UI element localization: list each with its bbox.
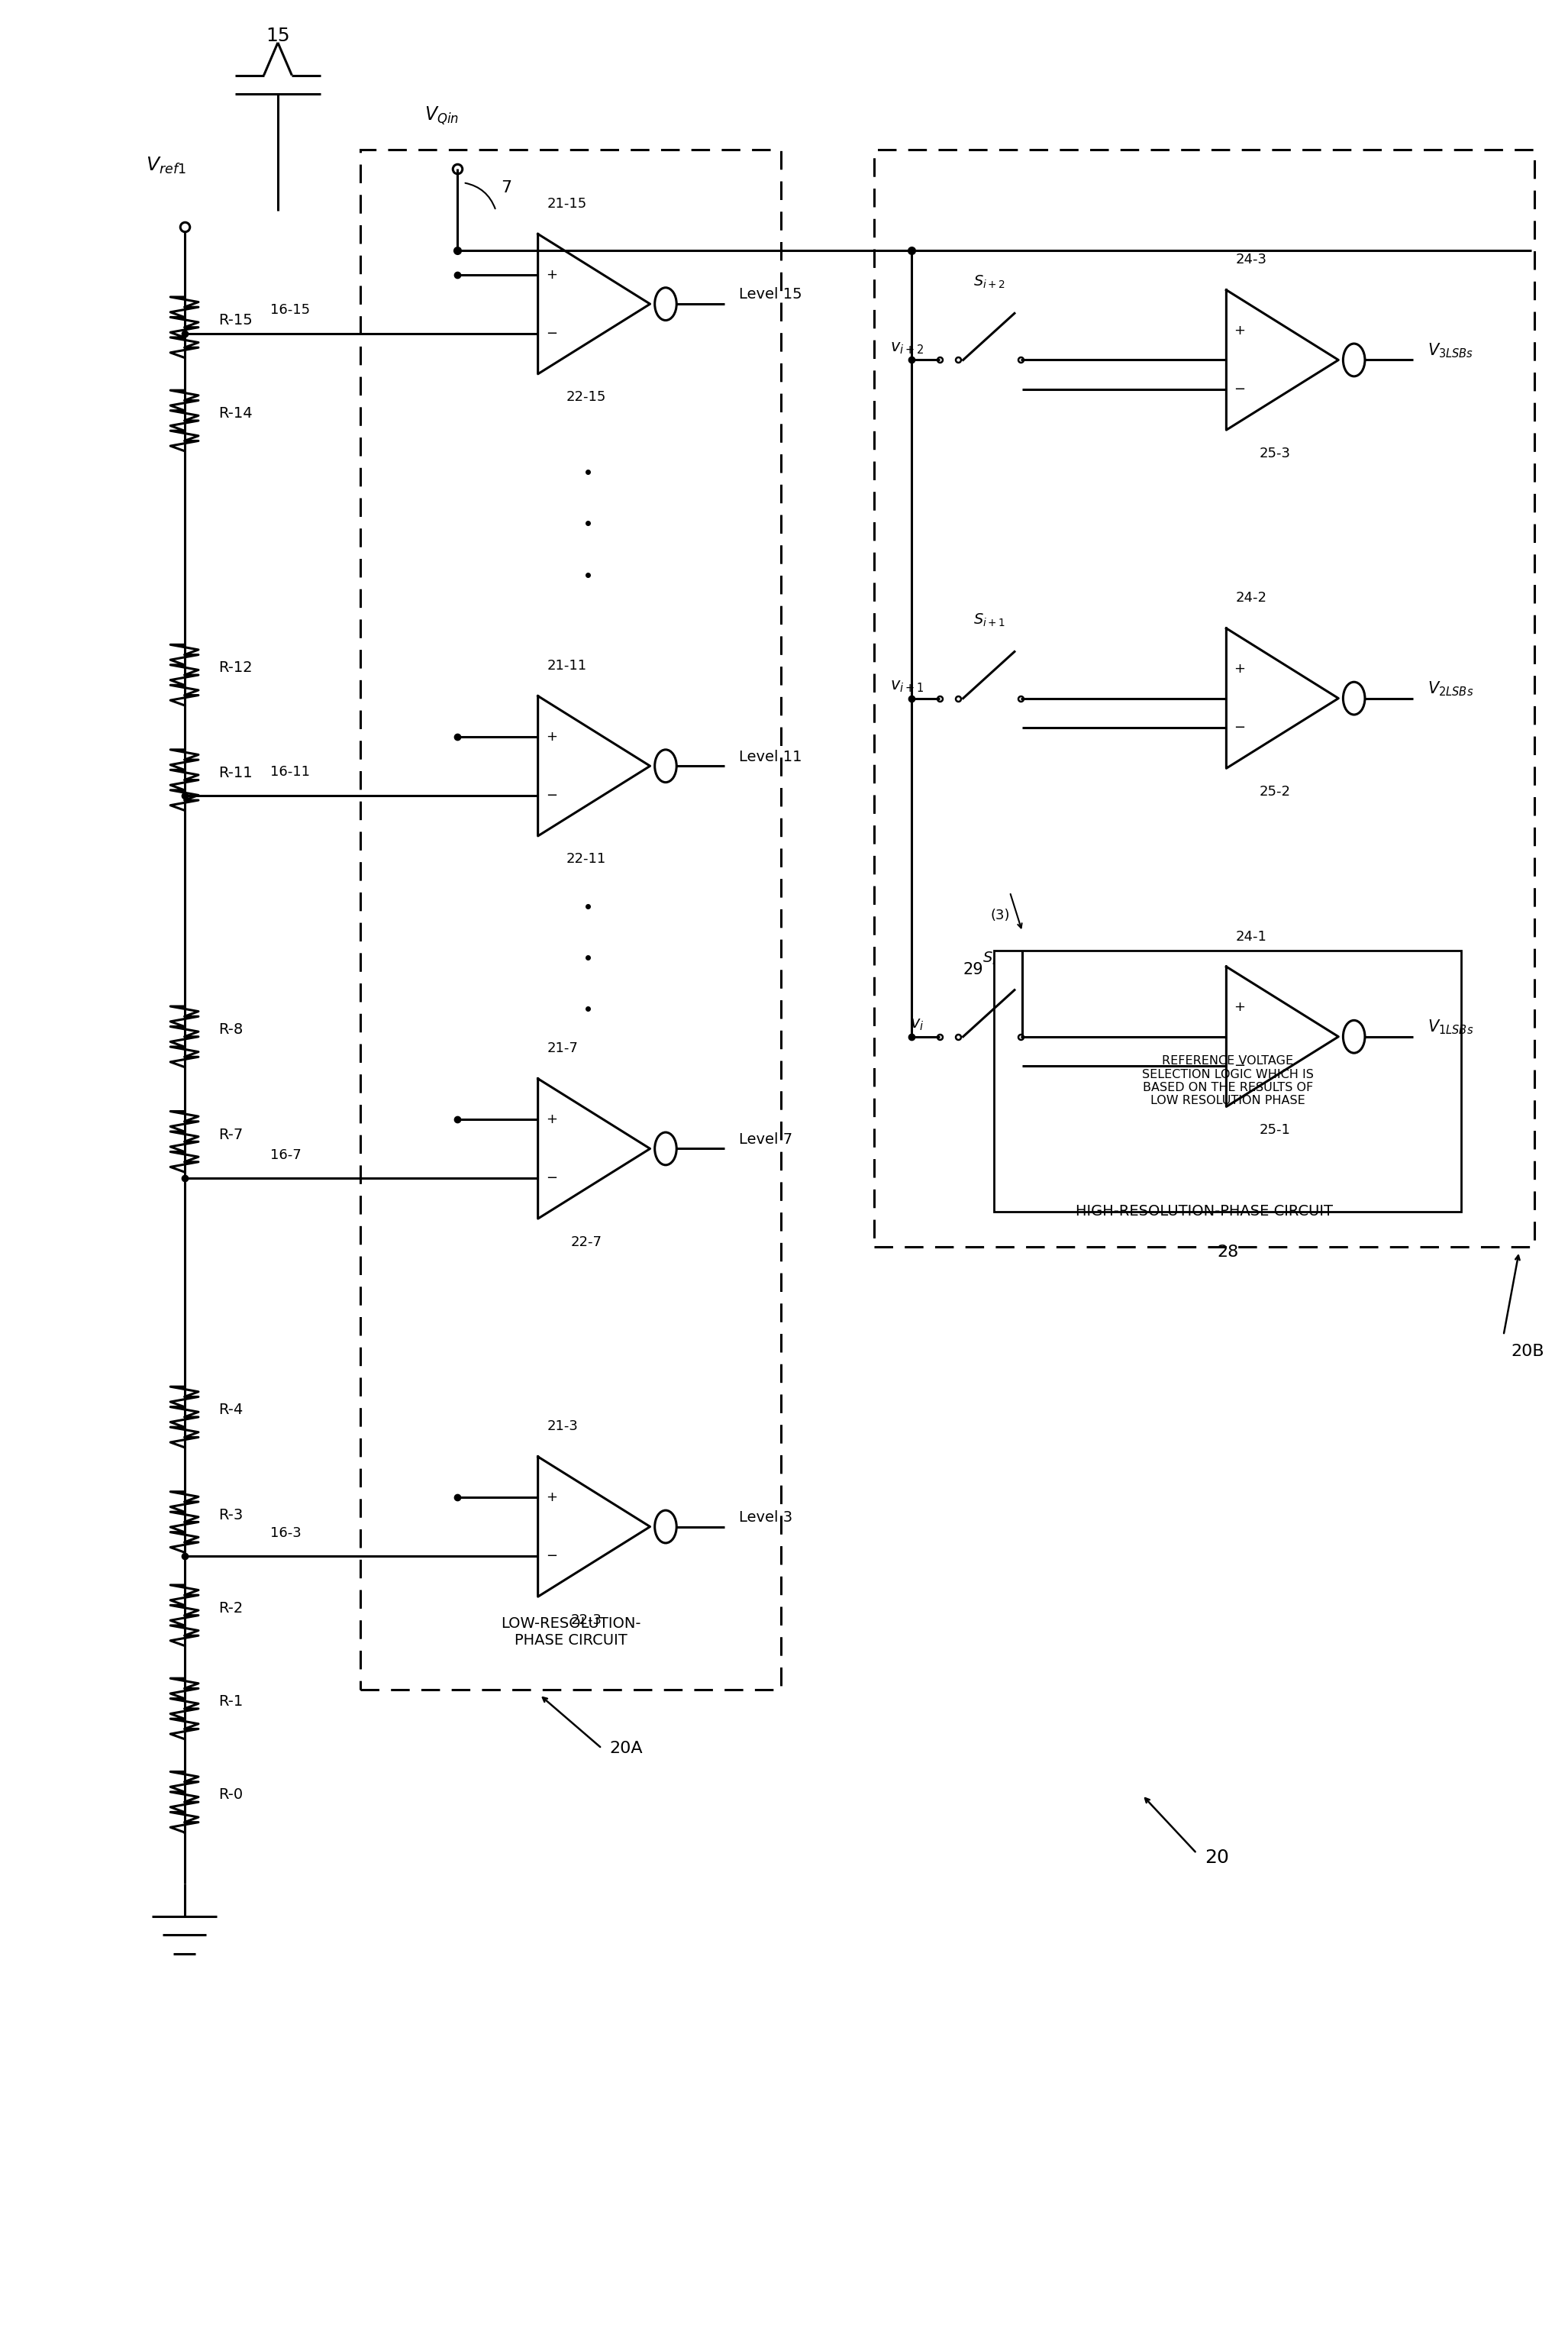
- Text: $v_{i+1}$: $v_{i+1}$: [891, 680, 924, 694]
- Text: R-0: R-0: [218, 1788, 243, 1803]
- Text: 24-1: 24-1: [1236, 931, 1267, 942]
- Text: 22-15: 22-15: [566, 391, 607, 403]
- Text: $V_{2LSBs}$: $V_{2LSBs}$: [1427, 680, 1474, 699]
- Text: 20: 20: [1204, 1849, 1229, 1868]
- Text: 24-3: 24-3: [1236, 253, 1267, 267]
- Text: R-4: R-4: [218, 1402, 243, 1418]
- Text: (3): (3): [991, 909, 1010, 921]
- Text: $S_{i+1}$: $S_{i+1}$: [974, 612, 1005, 628]
- Text: 25-2: 25-2: [1259, 785, 1290, 799]
- Text: HIGH-RESOLUTION-PHASE CIRCUIT: HIGH-RESOLUTION-PHASE CIRCUIT: [1076, 1205, 1333, 1219]
- Text: $V_{3LSBs}$: $V_{3LSBs}$: [1427, 342, 1472, 359]
- Text: 29: 29: [963, 961, 983, 977]
- Text: 7: 7: [500, 180, 511, 195]
- Text: 16-15: 16-15: [270, 302, 310, 316]
- Text: $v_{i+2}$: $v_{i+2}$: [891, 340, 924, 356]
- Text: 21-7: 21-7: [547, 1041, 579, 1055]
- Text: 21-11: 21-11: [547, 659, 586, 673]
- Text: 20B: 20B: [1512, 1343, 1544, 1360]
- Text: 24-2: 24-2: [1236, 591, 1267, 605]
- Text: +: +: [546, 267, 557, 281]
- Text: +: +: [546, 729, 557, 743]
- Text: R-2: R-2: [218, 1601, 243, 1615]
- Text: Level 11: Level 11: [739, 750, 801, 764]
- Text: +: +: [546, 1113, 557, 1125]
- Text: $V_{ref1}$: $V_{ref1}$: [146, 155, 187, 176]
- Text: −: −: [546, 1172, 557, 1186]
- Text: R-1: R-1: [218, 1695, 243, 1709]
- Text: 15: 15: [265, 26, 290, 45]
- Text: 22-7: 22-7: [571, 1235, 602, 1249]
- Text: $S_{i}$: $S_{i}$: [983, 949, 997, 966]
- Text: 22-3: 22-3: [571, 1613, 602, 1627]
- Text: 28: 28: [1217, 1245, 1239, 1259]
- Text: 16-11: 16-11: [270, 764, 310, 778]
- Text: R-15: R-15: [218, 314, 252, 328]
- Text: 25-1: 25-1: [1259, 1123, 1290, 1137]
- Text: +: +: [546, 1491, 557, 1505]
- Text: $S_{i+2}$: $S_{i+2}$: [974, 274, 1005, 291]
- FancyBboxPatch shape: [994, 949, 1461, 1212]
- Text: $V_{Qin}$: $V_{Qin}$: [425, 105, 458, 127]
- Text: R-8: R-8: [218, 1022, 243, 1036]
- Text: −: −: [546, 788, 557, 802]
- Text: 22-11: 22-11: [566, 853, 607, 865]
- Text: 16-3: 16-3: [270, 1526, 301, 1540]
- Text: R-14: R-14: [218, 406, 252, 422]
- Text: Level 3: Level 3: [739, 1510, 792, 1524]
- Text: Level 15: Level 15: [739, 288, 801, 302]
- Text: Level 7: Level 7: [739, 1132, 792, 1146]
- Text: LOW-RESOLUTION-
PHASE CIRCUIT: LOW-RESOLUTION- PHASE CIRCUIT: [500, 1617, 641, 1648]
- Text: 25-3: 25-3: [1259, 445, 1290, 459]
- Text: 16-7: 16-7: [270, 1149, 301, 1163]
- Text: −: −: [1234, 1059, 1245, 1074]
- Text: R-7: R-7: [218, 1127, 243, 1142]
- Text: −: −: [546, 326, 557, 340]
- Text: R-12: R-12: [218, 661, 252, 675]
- Text: +: +: [1234, 323, 1245, 338]
- Text: REFERENCE VOLTAGE
SELECTION LOGIC WHICH IS
BASED ON THE RESULTS OF
LOW RESOLUTIO: REFERENCE VOLTAGE SELECTION LOGIC WHICH …: [1142, 1055, 1314, 1106]
- Text: R-11: R-11: [218, 766, 252, 781]
- Text: 20A: 20A: [610, 1742, 643, 1756]
- Text: 21-15: 21-15: [547, 197, 586, 211]
- Text: −: −: [546, 1549, 557, 1563]
- Text: −: −: [1234, 722, 1245, 734]
- Text: −: −: [1234, 382, 1245, 396]
- Text: +: +: [1234, 661, 1245, 675]
- Text: R-3: R-3: [218, 1507, 243, 1521]
- Text: 21-3: 21-3: [547, 1420, 579, 1432]
- Text: +: +: [1234, 1001, 1245, 1015]
- Text: $v_{i}$: $v_{i}$: [909, 1017, 924, 1034]
- Text: $V_{1LSBs}$: $V_{1LSBs}$: [1427, 1017, 1474, 1036]
